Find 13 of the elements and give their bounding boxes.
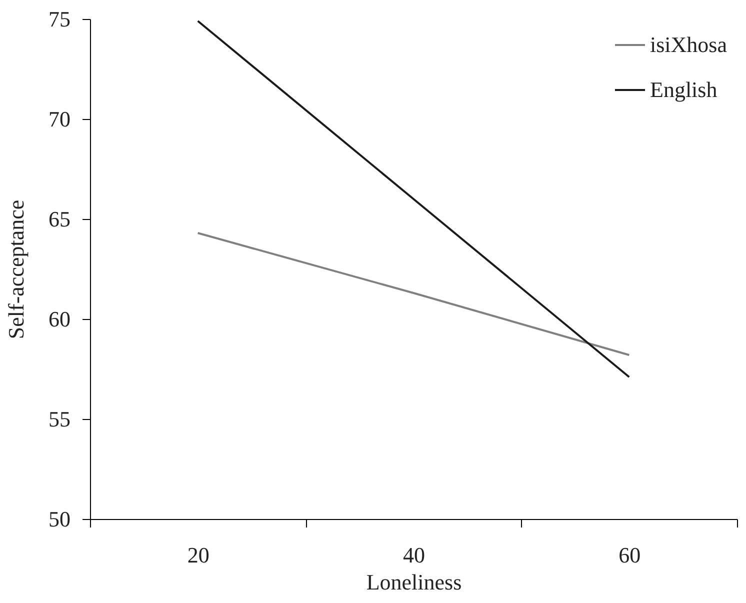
x-tick-label: 20 [187,542,210,568]
y-tick-label: 65 [48,206,70,232]
legend-label: English [650,77,718,102]
y-tick-label: 50 [48,506,70,532]
y-tick-label: 70 [48,106,70,132]
y-tick-label: 75 [48,6,70,32]
y-tick-label: 55 [48,406,70,432]
x-axis-title: Loneliness [366,570,462,594]
legend-label: isiXhosa [650,32,728,57]
y-axis-title: Self-acceptance [4,200,28,340]
x-tick-label: 40 [403,542,425,568]
x-tick-label: 60 [618,542,641,568]
y-tick-label: 60 [48,306,70,332]
